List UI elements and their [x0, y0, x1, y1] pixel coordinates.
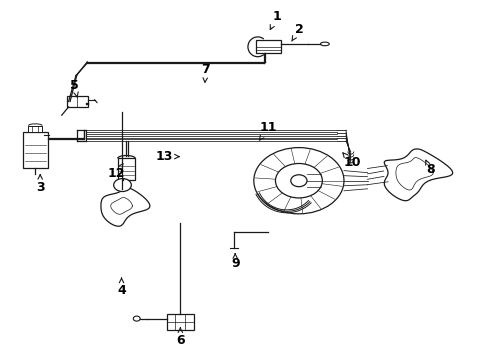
Text: 13: 13	[155, 150, 179, 163]
Circle shape	[114, 179, 131, 192]
Circle shape	[254, 148, 344, 214]
Bar	[28, 126, 42, 132]
Text: 12: 12	[108, 164, 125, 180]
Text: 1: 1	[270, 10, 281, 30]
Circle shape	[275, 163, 322, 198]
Text: 9: 9	[231, 254, 240, 270]
Polygon shape	[384, 149, 453, 201]
Bar	[256, 40, 281, 53]
Text: 4: 4	[117, 278, 126, 297]
Bar	[67, 96, 88, 107]
Text: 3: 3	[36, 175, 45, 194]
Polygon shape	[101, 188, 150, 226]
Text: 2: 2	[292, 23, 303, 41]
Text: 10: 10	[343, 153, 361, 169]
Text: 8: 8	[426, 160, 435, 176]
Text: 6: 6	[176, 328, 185, 347]
Circle shape	[133, 316, 140, 321]
Text: 7: 7	[201, 63, 210, 82]
Bar	[167, 314, 194, 330]
Text: 5: 5	[70, 79, 79, 98]
Bar	[118, 158, 135, 180]
Bar	[23, 132, 48, 168]
Text: 11: 11	[259, 121, 277, 140]
Circle shape	[291, 175, 307, 187]
